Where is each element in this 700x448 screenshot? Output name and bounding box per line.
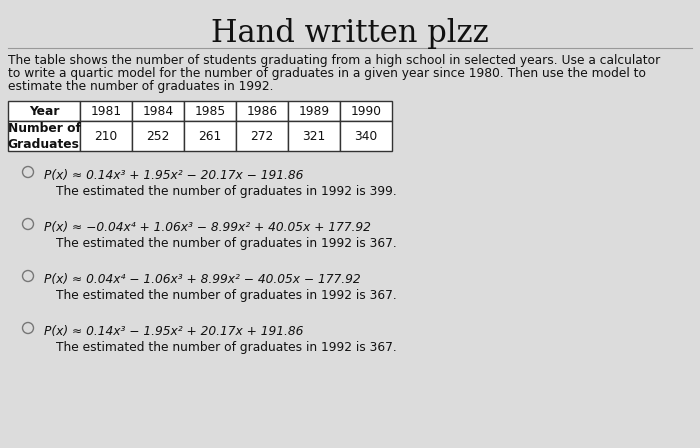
Text: to write a quartic model for the number of graduates in a given year since 1980.: to write a quartic model for the number … (8, 67, 646, 80)
Text: P(x) ≈ 0.14x³ − 1.95x² + 20.17x + 191.86: P(x) ≈ 0.14x³ − 1.95x² + 20.17x + 191.86 (44, 325, 303, 338)
Text: 272: 272 (251, 129, 274, 142)
Bar (288, 121, 340, 151)
Text: estimate the number of graduates in 1992.: estimate the number of graduates in 1992… (8, 80, 274, 93)
Text: The estimated the number of graduates in 1992 is 367.: The estimated the number of graduates in… (56, 341, 397, 354)
Text: Year: Year (29, 104, 60, 117)
Bar (8, 101, 80, 121)
Text: 210: 210 (94, 129, 118, 142)
Text: P(x) ≈ −0.04x⁴ + 1.06x³ − 8.99x² + 40.05x + 177.92: P(x) ≈ −0.04x⁴ + 1.06x³ − 8.99x² + 40.05… (44, 221, 371, 234)
Text: 1981: 1981 (90, 104, 122, 117)
Text: P(x) ≈ 0.04x⁴ − 1.06x³ + 8.99x² − 40.05x − 177.92: P(x) ≈ 0.04x⁴ − 1.06x³ + 8.99x² − 40.05x… (44, 273, 361, 286)
Text: The estimated the number of graduates in 1992 is 367.: The estimated the number of graduates in… (56, 237, 397, 250)
Text: Hand written plzz: Hand written plzz (211, 18, 489, 49)
Text: 1990: 1990 (351, 104, 382, 117)
Text: 340: 340 (354, 129, 377, 142)
Bar (184, 121, 236, 151)
Bar (80, 101, 132, 121)
Bar (184, 101, 236, 121)
Bar (132, 101, 184, 121)
Bar (340, 121, 392, 151)
Text: The estimated the number of graduates in 1992 is 399.: The estimated the number of graduates in… (56, 185, 397, 198)
Text: 261: 261 (198, 129, 222, 142)
Bar (80, 121, 132, 151)
Text: The estimated the number of graduates in 1992 is 367.: The estimated the number of graduates in… (56, 289, 397, 302)
Text: 1984: 1984 (142, 104, 174, 117)
Text: 321: 321 (302, 129, 326, 142)
Text: 1986: 1986 (246, 104, 278, 117)
Bar (132, 121, 184, 151)
Text: Number of
Graduates: Number of Graduates (8, 121, 81, 151)
Bar (236, 101, 288, 121)
Text: 252: 252 (146, 129, 169, 142)
Text: The table shows the number of students graduating from a high school in selected: The table shows the number of students g… (8, 54, 660, 67)
Bar (288, 101, 340, 121)
Bar (340, 101, 392, 121)
Bar (236, 121, 288, 151)
Text: 1989: 1989 (298, 104, 330, 117)
Text: 1985: 1985 (195, 104, 225, 117)
Text: P(x) ≈ 0.14x³ + 1.95x² − 20.17x − 191.86: P(x) ≈ 0.14x³ + 1.95x² − 20.17x − 191.86 (44, 169, 303, 182)
Bar (8, 121, 80, 151)
